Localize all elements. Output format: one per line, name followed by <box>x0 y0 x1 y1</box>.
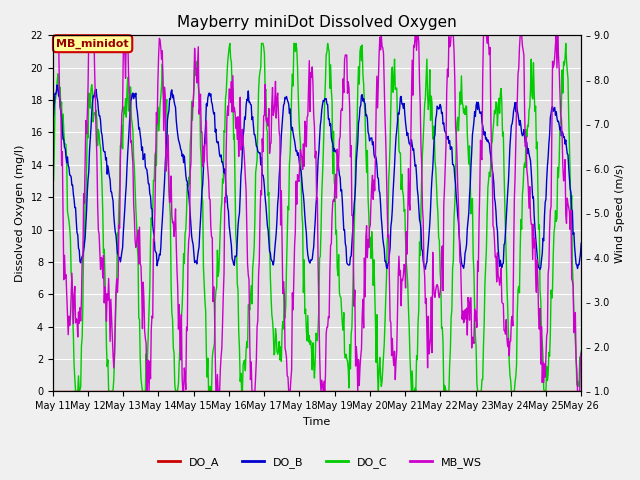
DO_C <box>114 230 122 236</box>
X-axis label: Time: Time <box>303 417 331 427</box>
DO_A <box>381 388 389 394</box>
DO_A <box>397 388 404 394</box>
DO_B <box>195 244 203 250</box>
DO_C <box>49 179 56 185</box>
Line: DO_B: DO_B <box>52 85 581 269</box>
MB_WS <box>114 289 122 295</box>
Y-axis label: Dissolved Oxygen (mg/l): Dissolved Oxygen (mg/l) <box>15 144 25 282</box>
Line: DO_C: DO_C <box>52 43 581 391</box>
DO_B <box>49 121 56 127</box>
DO_B <box>114 251 122 256</box>
DO_C <box>167 282 175 288</box>
DO_C <box>577 348 585 354</box>
MB_WS <box>577 350 585 356</box>
MB_WS <box>383 168 390 173</box>
DO_A <box>113 388 120 394</box>
MB_WS <box>168 213 176 219</box>
DO_A <box>166 388 174 394</box>
MB_WS <box>49 51 56 57</box>
DO_B <box>382 258 390 264</box>
DO_B <box>397 94 405 99</box>
DO_C <box>398 171 406 177</box>
DO_C <box>195 89 203 95</box>
Title: Mayberry miniDot Dissolved Oxygen: Mayberry miniDot Dissolved Oxygen <box>177 15 457 30</box>
DO_C <box>226 40 234 46</box>
DO_B <box>536 266 544 272</box>
DO_A <box>58 388 66 394</box>
MB_WS <box>196 104 204 110</box>
DO_B <box>53 82 61 88</box>
DO_C <box>72 388 79 394</box>
DO_B <box>167 88 175 94</box>
MB_WS <box>398 276 406 282</box>
DO_A <box>195 388 202 394</box>
MB_WS <box>145 388 153 394</box>
DO_C <box>383 276 390 282</box>
DO_B <box>577 240 585 246</box>
Y-axis label: Wind Speed (m/s): Wind Speed (m/s) <box>615 164 625 263</box>
MB_WS <box>50 33 58 38</box>
DO_B <box>60 134 67 140</box>
Line: MB_WS: MB_WS <box>52 36 581 391</box>
DO_C <box>58 136 66 142</box>
Text: MB_minidot: MB_minidot <box>56 38 129 49</box>
MB_WS <box>60 212 67 217</box>
Legend: DO_A, DO_B, DO_C, MB_WS: DO_A, DO_B, DO_C, MB_WS <box>154 452 486 472</box>
DO_A <box>577 388 585 394</box>
DO_A <box>49 388 56 394</box>
